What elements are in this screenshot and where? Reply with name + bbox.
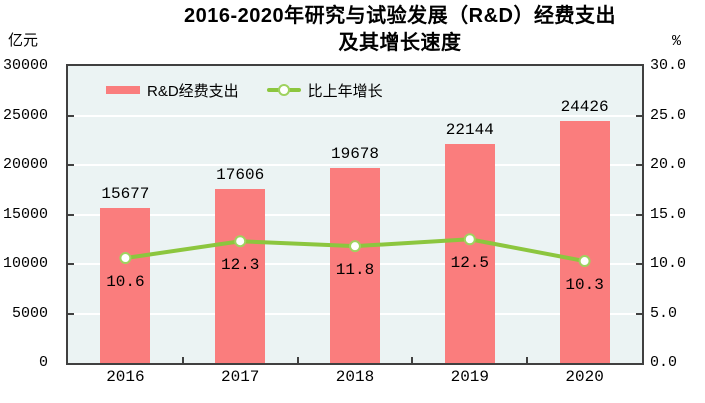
left-axis-tick-label: 15000 [2,205,48,223]
line-marker-icon [234,235,247,248]
bar [215,188,266,363]
left-axis-tick-label: 10000 [2,255,48,272]
line-marker-icon [463,233,476,246]
x-axis-tick-mark [526,357,529,363]
x-axis-tick-mark [296,357,299,363]
right-axis-tick-mark [636,263,642,265]
x-axis-category-label: 2019 [450,368,489,386]
x-axis-tick-mark [181,357,184,363]
left-axis-tick-mark [68,164,74,166]
bar-value-label: 22144 [445,120,494,139]
bar [444,143,495,363]
legend-line-swatch [266,83,301,97]
bar-value-label: 19678 [330,145,379,164]
bar [330,168,380,363]
right-axis-tick-label: 25.0 [650,106,687,124]
left-axis-tick-label: 25000 [2,106,48,124]
right-axis-unit-label: % [672,33,682,50]
line-marker-icon [349,240,361,253]
legend-line-label: 比上年增长 [307,82,383,100]
legend-line-marker-icon [277,84,290,96]
right-axis-tick-mark [636,114,642,117]
gridline [68,114,642,117]
left-axis-tick-mark [68,213,74,216]
bar [559,121,610,363]
left-axis-tick-mark [68,312,74,315]
x-axis-category-label: 2020 [565,368,604,386]
right-axis-tick-label: 0.0 [650,354,678,371]
left-axis-tick-label: 20000 [2,156,48,173]
growth-rate-label: 10.6 [106,273,145,292]
right-axis-tick-mark [636,164,642,166]
legend-bar-swatch [106,86,140,94]
left-axis-tick-label: 0 [38,354,48,371]
bar-value-label: 24426 [560,98,609,117]
x-axis-category-label: 2017 [220,368,260,386]
line-marker-icon [119,252,132,265]
growth-rate-label: 10.3 [565,276,604,295]
right-axis-tick-mark [636,213,642,216]
growth-line-series [119,233,591,268]
x-axis-category-label: 2016 [106,368,145,386]
growth-rate-label: 12.3 [220,256,260,275]
left-axis-tick-label: 5000 [11,304,48,322]
right-axis-tick-mark [636,312,642,315]
gridline [68,164,642,166]
right-axis-tick-label: 15.0 [650,205,687,223]
bar-value-label: 17606 [216,165,265,184]
line-marker-icon [578,255,591,268]
left-axis-tick-mark [68,114,74,117]
legend: R&D经费支出 比上年增长 [106,81,383,100]
chart-title-line1: 2016-2020年研究与试验发展（R&D）经费支出 [184,5,616,27]
right-axis-tick-label: 20.0 [650,156,687,173]
bar-value-label: 15677 [101,184,150,203]
chart-title: 2016-2020年研究与试验发展（R&D）经费支出 及其增长速度 [95,3,705,57]
legend-bar-label: R&D经费支出 [147,82,239,100]
growth-rate-label: 11.8 [335,261,375,280]
x-axis-category-label: 2018 [335,368,375,386]
x-axis-tick-mark [411,357,414,363]
right-axis-tick-label: 5.0 [650,304,678,322]
bar [100,207,151,363]
chart-title-line2: 及其增长速度 [338,32,462,54]
right-axis-tick-label: 30.0 [650,57,687,74]
left-axis-tick-mark [68,263,74,265]
left-axis-unit-label: 亿元 [8,32,39,49]
left-axis-tick-label: 30000 [2,57,48,74]
growth-rate-label: 12.5 [450,254,489,273]
plot-area: 15677 10.6 17606 12.3 19678 11.8 22144 12.5 2442… [66,64,644,365]
right-axis-tick-label: 10.0 [650,255,687,272]
